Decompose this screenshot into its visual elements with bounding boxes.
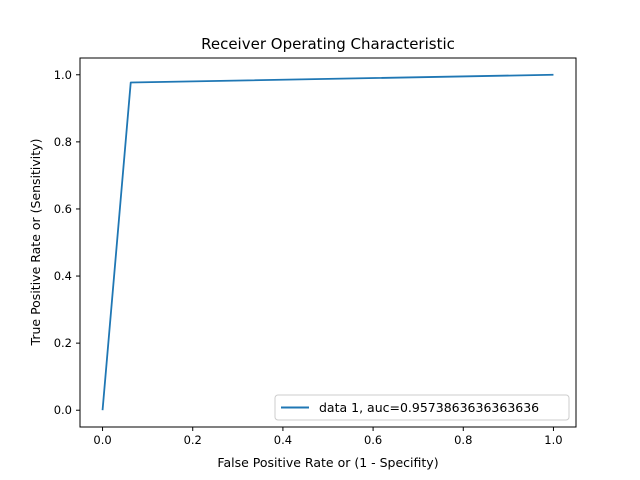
x-tick-label: 0.2: [184, 433, 202, 447]
roc-curve-line: [101, 73, 554, 411]
chart-title: Receiver Operating Characteristic: [201, 35, 455, 53]
series-layer: [101, 73, 554, 411]
x-tick-label: 0.6: [364, 433, 382, 447]
y-tick-label: 0.0: [54, 403, 72, 417]
y-tick-label: 0.8: [54, 135, 72, 149]
legend: data 1, auc=0.9573863636363636: [274, 394, 570, 421]
x-tick-label: 1.0: [544, 433, 562, 447]
x-tick-label: 0.8: [454, 433, 472, 447]
y-tick-label: 0.4: [54, 269, 72, 283]
legend-box: [274, 394, 570, 421]
y-tick-label: 0.2: [54, 336, 72, 350]
y-axis-label: True Positive Rate or (Sensitivity): [28, 139, 43, 347]
y-axis-ticks: 0.0 0.2 0.4 0.6 0.8 1.0: [54, 68, 80, 417]
plot-area: [79, 57, 577, 428]
y-tick-label: 0.6: [54, 202, 72, 216]
legend-label: data 1, auc=0.9573863636363636: [319, 400, 539, 415]
x-axis-ticks: 0.0 0.2 0.4 0.6 0.8 1.0: [93, 427, 563, 447]
x-axis-label: False Positive Rate or (1 - Specifity): [217, 455, 438, 470]
x-tick-label: 0.0: [93, 433, 111, 447]
plot-frame: [79, 57, 577, 428]
y-tick-label: 1.0: [54, 68, 72, 82]
x-tick-label: 0.4: [274, 433, 292, 447]
